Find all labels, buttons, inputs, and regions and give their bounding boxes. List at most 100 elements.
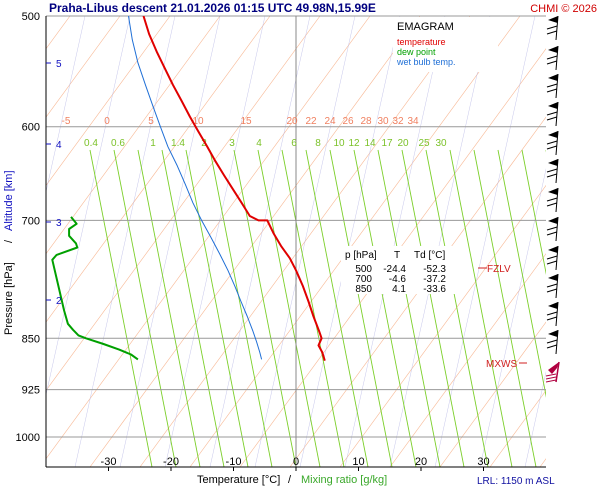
adiabat-line — [46, 16, 171, 186]
wind-barb-staff — [555, 15, 559, 41]
legend: EMAGRAM temperature dew point wet bulb t… — [393, 17, 498, 72]
max-wind-barb-staff — [555, 361, 560, 383]
wind-barb-feather — [546, 316, 557, 321]
wind-barb-pennant — [548, 188, 558, 195]
wind-barb-feather — [546, 202, 557, 207]
table-header-td: Td [°C] — [414, 250, 445, 261]
wind-barb-staff — [555, 216, 559, 242]
mixing-ratio-line — [305, 149, 369, 467]
mixing-ratio-label: 25 — [418, 138, 430, 149]
wind-barb-feather — [546, 25, 558, 30]
legend-temperature: temperature — [397, 37, 446, 47]
background-lines — [46, 16, 600, 467]
table-cell: -37.2 — [423, 274, 446, 285]
mixing-ratio-label: 17 — [381, 138, 393, 149]
y-axis-labels: Pressure [hPa] / Altitude [km] — [3, 170, 15, 335]
temperature-tick-label: -10 — [226, 456, 242, 468]
adiabat-line — [46, 16, 221, 255]
y-axis-label-altitude: Altitude [km] — [3, 170, 15, 231]
isotherm-slant-line — [434, 16, 536, 467]
wind-barb-feather — [546, 168, 558, 173]
adiabat-line — [189, 16, 521, 467]
mixing-ratio-label: 30 — [435, 138, 447, 149]
temperature-tick-label: 30 — [477, 456, 489, 468]
mixing-ratio-label: 0.6 — [111, 138, 125, 149]
wind-barbs — [545, 15, 560, 383]
wind-barb-feather — [546, 344, 557, 349]
isotherm-slant-line — [389, 16, 491, 467]
x-axis-label-mixing: Mixing ratio [g/kg] — [301, 474, 387, 486]
wind-barb-feather — [546, 140, 558, 145]
wind-barb-feather — [546, 311, 558, 316]
temperature-line — [142, 16, 326, 361]
wind-barb-feather — [546, 173, 557, 178]
isotherm-label: 24 — [324, 116, 336, 127]
isotherm-label: 34 — [407, 116, 419, 127]
wind-barb — [546, 15, 559, 41]
isotherm-slant-line — [344, 16, 446, 467]
mixing-ratio-line — [161, 149, 225, 467]
table-cell: -4.6 — [389, 274, 407, 285]
legend-dewpoint: dew point — [397, 47, 436, 57]
legend-box — [393, 17, 498, 72]
isotherm-slant-line — [164, 16, 266, 467]
isotherm-slant-line — [299, 16, 401, 467]
mixing-ratio-line — [257, 149, 321, 467]
mixing-ratio-line — [185, 149, 249, 467]
wind-barb-feather — [546, 30, 557, 35]
wind-barb-pennant — [548, 131, 558, 138]
isotherm-slant-line — [209, 16, 311, 467]
legend-title: EMAGRAM — [397, 21, 454, 33]
adiabat-line — [89, 16, 421, 467]
mixing-ratio-line — [329, 149, 393, 467]
wind-barb-staff — [555, 329, 559, 355]
mixing-ratio-label: 14 — [364, 138, 376, 149]
wind-barb — [546, 245, 559, 271]
isotherm-label: 32 — [392, 116, 404, 127]
mixing-ratio-line — [449, 149, 513, 467]
adiabat-line — [389, 253, 546, 467]
mixing-ratio-line — [233, 149, 297, 467]
dew-point-line — [51, 216, 139, 361]
max-wind-barb-pennant — [548, 362, 559, 374]
mixing-ratio-line — [545, 150, 546, 153]
mixing-ratio-label: 8 — [315, 138, 321, 149]
pressure-tick-label: 925 — [22, 385, 40, 397]
wind-barb — [546, 329, 559, 355]
mixing-ratio-line — [281, 149, 345, 467]
adiabat-line — [46, 16, 371, 460]
wind-barb-pennant — [548, 46, 558, 53]
mixing-ratio-label: 12 — [348, 138, 360, 149]
mixing-ratio-label: 1.4 — [171, 138, 185, 149]
max-wind-barb-feather — [545, 376, 557, 380]
adiabat-line — [239, 48, 546, 467]
altitude-tick-label: 2 — [56, 296, 62, 307]
isotherm-label: 22 — [305, 116, 317, 127]
isotherm-slant-line — [254, 16, 356, 467]
max-wind-barb-feather — [545, 373, 557, 377]
wind-barb-staff — [555, 245, 559, 271]
wind-barb — [546, 216, 559, 242]
wind-barb — [546, 73, 559, 99]
pressure-tick-label: 850 — [22, 333, 40, 345]
wind-barb-staff — [555, 130, 559, 156]
mixing-ratio-line — [377, 149, 441, 467]
mixing-ratio-line — [89, 149, 153, 467]
table-header-p: p [hPa] — [345, 250, 377, 261]
wind-barb-pennant — [548, 159, 558, 166]
mixing-ratio-label: 20 — [397, 138, 409, 149]
wind-barb — [546, 101, 559, 127]
mixing-ratio-label: 0.4 — [84, 138, 98, 149]
overlay-labels: -5 0 5 10 15 20 22 24 26 28 30 32 340.4 0.6 1 1.4 2 3 4 6 8 1… — [62, 116, 447, 149]
max-wind-barb-feather — [545, 379, 557, 383]
temperature-tick-label: 0 — [293, 456, 299, 468]
temperature-tick-label: -20 — [163, 456, 179, 468]
wind-barb-feather — [546, 60, 557, 65]
temperature-tick-label: 20 — [415, 456, 427, 468]
isotherm-label: 20 — [286, 116, 298, 127]
max-wind-barb — [545, 361, 560, 383]
wind-barb-staff — [555, 301, 559, 327]
mixing-ratio-line — [570, 150, 600, 467]
isotherm-slant-line — [46, 16, 131, 396]
isotherm-label: 10 — [192, 116, 204, 127]
